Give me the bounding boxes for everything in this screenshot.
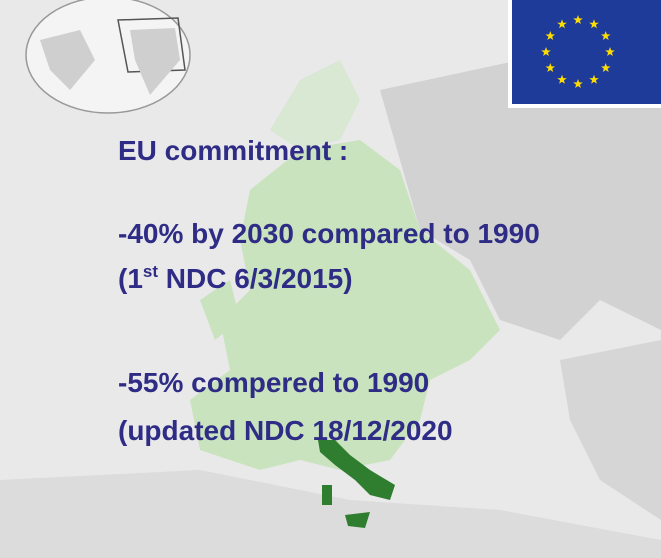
ndc-text: (1 [118,263,143,294]
star [601,63,611,72]
scandinavia [270,60,360,150]
africa-landmass [0,470,661,558]
star [541,47,551,56]
star [589,19,599,29]
ndc-line: (updated NDC 18/12/2020 [118,415,453,446]
uk [200,280,240,340]
globe-highlight [117,17,186,73]
ndc-line: (1st NDC 6/3/2015) [118,262,353,294]
star [605,47,615,56]
target-line: -55% compered to 1990 [118,367,429,398]
star [601,31,611,40]
heading: EU commitment : [118,135,348,166]
eu-flag [512,0,661,104]
ndc-superscript: st [143,262,158,281]
middle-east-landmass [560,340,661,520]
star [573,15,583,24]
star [573,79,583,88]
ndc-text: NDC 6/3/2015) [158,263,353,294]
star [557,19,567,29]
star [557,74,567,84]
star [545,63,555,72]
target-line: -40% by 2030 compared to 1990 [118,218,540,249]
sardinia [322,485,332,505]
flag-stars [541,15,615,88]
sicily [345,512,370,528]
russia-landmass [380,60,661,340]
star [545,31,555,40]
globe-land [40,28,180,95]
eu-members [190,140,500,470]
italy [318,440,395,500]
star [589,74,599,84]
